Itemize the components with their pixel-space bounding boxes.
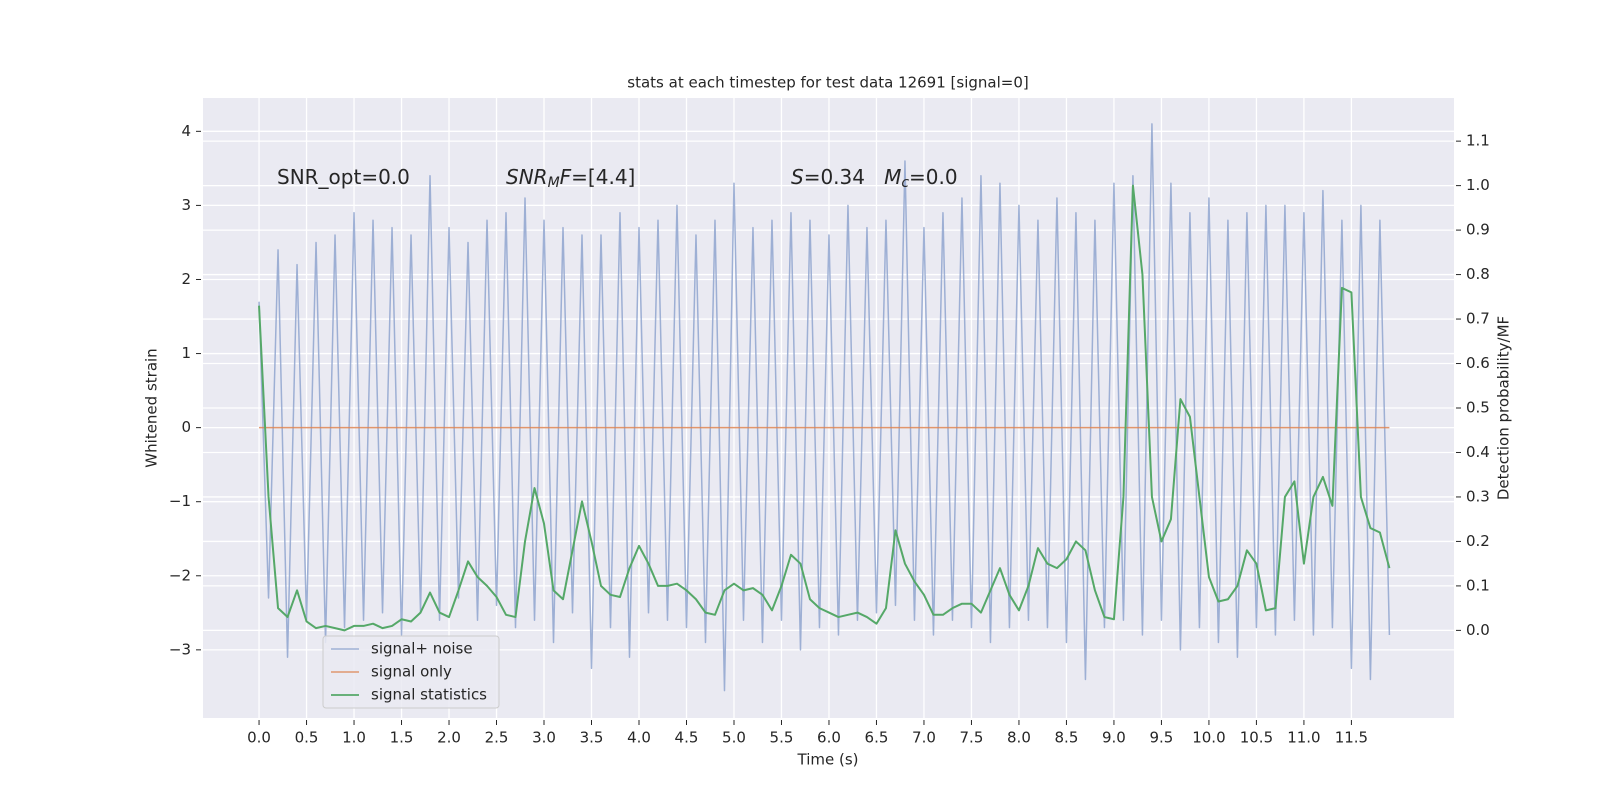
y2-tick-label: 0.3 (1466, 487, 1490, 505)
x-tick-label: 0.5 (295, 729, 319, 747)
annotation-part: SNR (506, 165, 548, 189)
x-tick-label: 2.5 (485, 729, 509, 747)
x-tick-label: 9.5 (1150, 729, 1174, 747)
annotation-part: =0.0 (909, 165, 958, 189)
y2-tick-label: 1.1 (1466, 132, 1490, 150)
y-tick-label: 4 (181, 122, 191, 140)
annotation-part: =0.34 (804, 165, 884, 189)
x-tick-label: 1.5 (390, 729, 414, 747)
y2-tick-label: 0.6 (1466, 354, 1490, 372)
y2-tick-label: 0.2 (1466, 532, 1490, 550)
x-tick-label: 7.5 (960, 729, 984, 747)
y-tick-label: −1 (169, 492, 191, 510)
line-series (258, 123, 1391, 692)
x-tick-label: 5.5 (770, 729, 794, 747)
x-tick-label: 4.5 (675, 729, 699, 747)
annotation-part: SNR_opt=0.0 (277, 165, 410, 189)
x-tick-label: 6.0 (817, 729, 841, 747)
legend: signal+ noise signal only signal statistic… (322, 635, 500, 709)
y-tick-label: −2 (169, 566, 191, 584)
x-tick-label: 9.0 (1102, 729, 1126, 747)
y2-axis-label: Detection probability/MF (1495, 316, 1513, 500)
y-tick-label: 1 (181, 344, 191, 362)
annotation: SNRMF=[4.4] (506, 165, 635, 192)
legend-label: signal statistics (371, 686, 487, 704)
annotation-part: F (560, 165, 572, 189)
legend-label: signal+ noise (371, 640, 473, 658)
legend-label: signal only (371, 663, 452, 681)
labels: 0.0 0.5 1.0 1.5 2.0 2.5 3.0 3.5 4.0 4.5 5.0 5.5 6.0 6… (169, 122, 1490, 747)
x-tick-label: 0.0 (247, 729, 271, 747)
x-tick-label: 8.0 (1007, 729, 1031, 747)
line-series (258, 184, 1391, 632)
x-tick-label: 6.5 (865, 729, 889, 747)
y-tick-label: 3 (181, 196, 191, 214)
y-tick-label: 0 (181, 418, 191, 436)
annotation: SNR_opt=0.0 (277, 165, 410, 189)
x-tick-label: 1.0 (342, 729, 366, 747)
annotation-part: =[4.4] (571, 165, 635, 189)
y2-tick-label: 1.0 (1466, 176, 1490, 194)
x-tick-label: 4.0 (627, 729, 651, 747)
y2-tick-label: 0.1 (1466, 576, 1490, 594)
y2-tick-label: 0.9 (1466, 221, 1490, 239)
x-tick-label: 10.0 (1192, 729, 1225, 747)
y2-tick-label: 0.4 (1466, 443, 1490, 461)
x-tick-label: 3.5 (580, 729, 604, 747)
annotation-part: M (548, 175, 560, 191)
x-tick-label: 3.0 (532, 729, 556, 747)
x-tick-label: 2.0 (437, 729, 461, 747)
marks (258, 123, 1391, 692)
annotation: S=0.34 Mc=0.0 (791, 165, 958, 192)
y-tick-label: −3 (169, 640, 191, 658)
x-tick-label: 11.0 (1287, 729, 1320, 747)
x-axis-label: Time (s) (797, 751, 859, 769)
annotation-part: c (901, 175, 909, 191)
annotation-part: S (791, 165, 804, 189)
y2-tick-label: 0.7 (1466, 310, 1490, 328)
chart-title: stats at each timestep for test data 126… (627, 74, 1028, 92)
y2-tick-label: 0.5 (1466, 399, 1490, 417)
y2-tick-label: 0.0 (1466, 621, 1490, 639)
x-tick-label: 8.5 (1055, 729, 1079, 747)
y-tick-label: 2 (181, 270, 191, 288)
x-tick-label: 10.5 (1240, 729, 1273, 747)
legend-box (322, 635, 500, 709)
x-tick-label: 5.0 (722, 729, 746, 747)
annotation-part: M (884, 165, 901, 189)
x-tick-label: 7.0 (912, 729, 936, 747)
x-tick-label: 11.5 (1335, 729, 1368, 747)
y2-tick-label: 0.8 (1466, 265, 1490, 283)
y-axis-label: Whitened strain (143, 348, 161, 467)
